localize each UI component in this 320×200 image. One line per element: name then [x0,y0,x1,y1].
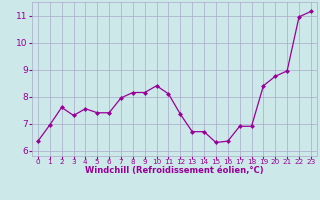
X-axis label: Windchill (Refroidissement éolien,°C): Windchill (Refroidissement éolien,°C) [85,166,264,175]
